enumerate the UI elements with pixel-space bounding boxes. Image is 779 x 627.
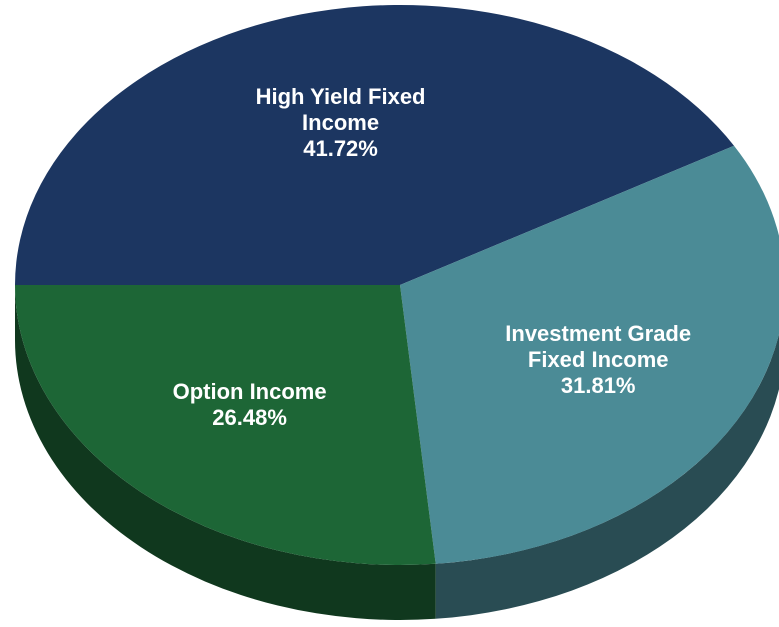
data-label: Option Income 26.48% (150, 379, 350, 431)
data-label: High Yield Fixed Income 41.72% (238, 84, 443, 162)
pie-side (15, 285, 436, 620)
slice-name: Investment Grade Fixed Income (505, 320, 692, 372)
slice-percent: 31.81% (560, 372, 636, 398)
data-label: Investment Grade Fixed Income 31.81% (483, 321, 713, 399)
pie-slice (15, 285, 436, 565)
slice-name: Option Income (172, 379, 327, 405)
pie-slice (400, 145, 779, 564)
slice-percent: 41.72% (303, 135, 378, 161)
pie-slice (15, 4, 735, 286)
pie-side (435, 334, 779, 619)
slice-percent: 26.48% (212, 405, 287, 431)
slice-name: High Yield Fixed Income (255, 83, 426, 135)
